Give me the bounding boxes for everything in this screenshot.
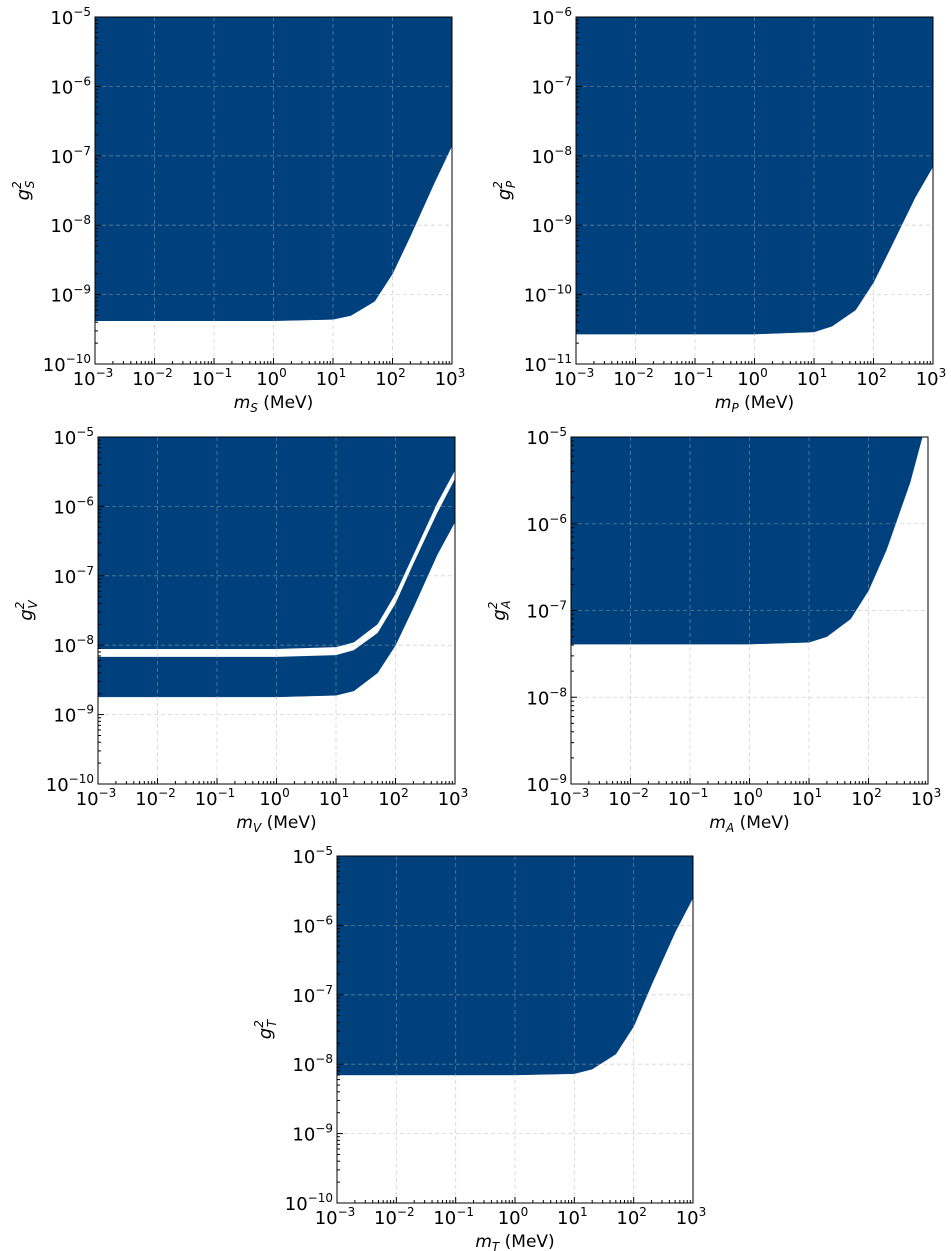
x-axis-label: mP (MeV) [715,393,794,415]
x-tick-label: 103 [676,1205,707,1229]
x-tick-label: 10−2 [135,786,176,810]
panel-4: 10−3 10−2 10−1 100 101 102 103 10−9 10−8 10−7 10−6… [486,425,941,835]
y-tick-label: 10−10 [285,1191,333,1215]
panel-3: 10−3 10−2 10−1 100 101 102 103 10−10 10−9 10−8 10−… [13,425,468,835]
x-tick-label: 100 [498,1205,529,1229]
excluded-region [337,856,693,1076]
y-tick-label: 10−6 [292,913,333,937]
y-tick-label: 10−7 [526,599,567,623]
x-tick-label: 102 [616,1205,647,1229]
y-tick-label: 10−9 [53,703,94,727]
y-tick-label: 10−8 [292,1052,333,1076]
y-tick-label: 10−10 [43,352,91,376]
y-axis-label: g2T [252,1018,279,1039]
y-tick-label: 10−6 [531,5,572,29]
y-axis-label: g2S [10,180,37,200]
x-tick-label: 101 [316,366,347,390]
y-axis-label: g2P [491,180,518,200]
x-tick-label: 10−3 [73,366,114,390]
x-axis-label: mV (MeV) [236,813,316,835]
x-tick-label: 100 [732,786,763,810]
y-tick-label: 10−10 [46,772,94,796]
y-tick-label: 10−5 [526,425,567,449]
x-tick-label: 103 [438,786,469,810]
y-tick-label: 10−9 [531,213,572,237]
x-tick-label: 101 [792,786,823,810]
x-tick-label: 10−2 [132,366,173,390]
x-tick-label: 100 [256,366,287,390]
x-tick-label: 100 [737,366,768,390]
y-axis-label: g2V [13,600,40,621]
y-tick-label: 10−9 [292,1122,333,1146]
excluded-region [95,17,452,321]
x-tick-label: 102 [378,786,409,810]
x-tick-label: 102 [856,366,887,390]
plot-area [98,437,455,784]
y-tick-label: 10−5 [292,844,333,868]
x-tick-label: 101 [557,1205,588,1229]
panel-5: 10−3 10−2 10−1 100 101 102 103 10−10 10−9 10−8 10−… [252,844,706,1251]
plot-area [95,17,452,364]
plot-area [576,17,933,364]
plot-area [337,856,693,1203]
x-tick-label: 10−1 [195,786,236,810]
x-tick-label: 103 [911,786,942,810]
y-tick-label: 10−7 [531,74,572,98]
x-tick-label: 10−2 [608,786,649,810]
y-tick-label: 10−7 [292,983,333,1007]
x-tick-label: 10−2 [374,1205,415,1229]
x-tick-label: 102 [375,366,406,390]
y-tick-label: 10−10 [524,283,572,307]
x-axis-label: mA (MeV) [709,813,789,835]
panel-2: 10−3 10−2 10−1 100 101 102 103 10−11 10−10 10−9 10… [491,5,946,415]
x-tick-label: 10−2 [613,366,654,390]
y-tick-label: 10−9 [50,283,91,307]
y-tick-label: 10−11 [524,352,572,376]
x-tick-label: 10−3 [554,366,595,390]
y-tick-label: 10−6 [53,494,94,518]
plot-area [571,437,928,784]
x-tick-label: 10−3 [549,786,590,810]
y-axis-label: g2A [486,600,513,620]
x-tick-label: 10−1 [668,786,709,810]
y-tick-label: 10−7 [53,564,94,588]
y-tick-label: 10−9 [526,772,567,796]
y-tick-label: 10−8 [53,633,94,657]
x-tick-label: 10−3 [76,786,117,810]
y-tick-label: 10−6 [50,74,91,98]
x-tick-label: 10−1 [192,366,233,390]
x-tick-label: 101 [319,786,350,810]
y-tick-label: 10−5 [53,425,94,449]
y-tick-label: 10−8 [531,144,572,168]
x-tick-label: 101 [797,366,828,390]
x-tick-label: 103 [916,366,947,390]
x-tick-label: 10−3 [315,1205,356,1229]
excluded-region [576,17,933,335]
y-tick-label: 10−7 [50,144,91,168]
x-tick-label: 102 [851,786,882,810]
x-tick-label: 100 [259,786,290,810]
y-tick-label: 10−8 [526,685,567,709]
x-axis-label: mT (MeV) [475,1232,554,1251]
x-axis-label: mS (MeV) [234,393,314,415]
y-tick-label: 10−6 [526,512,567,536]
x-tick-label: 10−1 [673,366,714,390]
x-tick-label: 103 [435,366,466,390]
y-tick-label: 10−5 [50,5,91,29]
y-tick-label: 10−8 [50,213,91,237]
panel-1: 10−3 10−2 10−1 100 101 102 103 10−10 10−9 10−8 10−… [10,5,465,415]
x-tick-label: 10−1 [433,1205,474,1229]
